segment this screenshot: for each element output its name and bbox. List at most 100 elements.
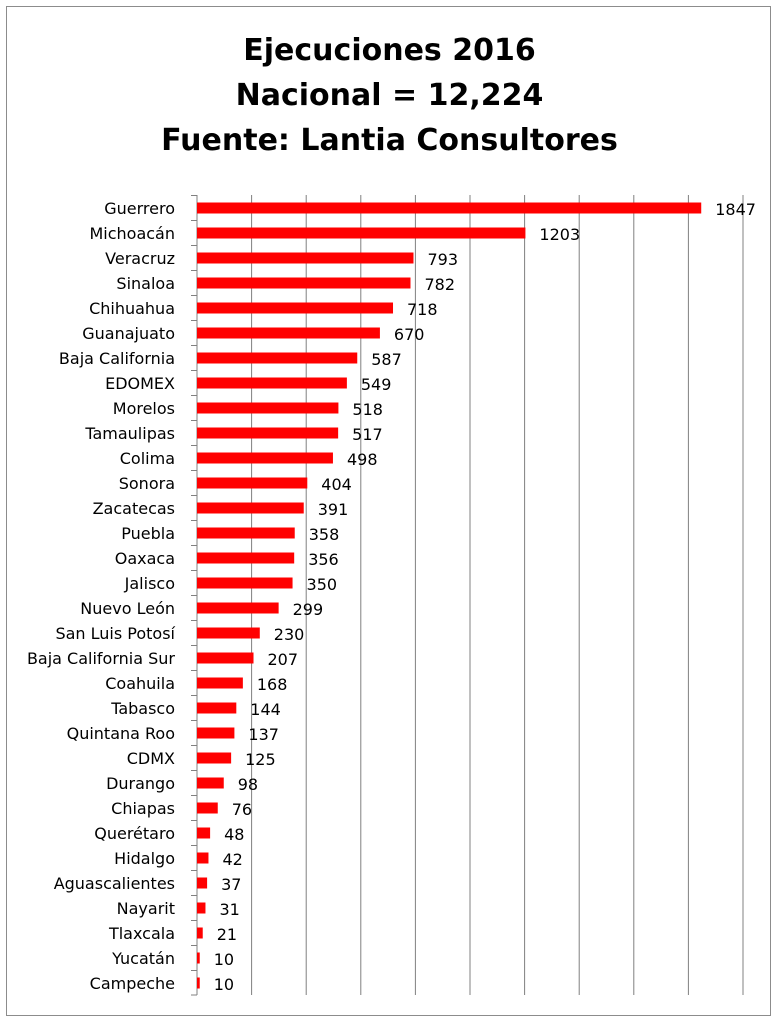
category-label: Baja California Sur [27,649,175,668]
value-label: 670 [394,325,425,344]
value-label: 125 [245,750,276,769]
bar [197,277,411,289]
value-label: 42 [222,850,242,869]
category-label: Colima [120,449,175,468]
category-label: Campeche [90,974,175,993]
bar [197,377,347,389]
value-label: 391 [318,500,349,519]
bar [197,252,414,264]
bar [197,627,260,639]
bar [197,477,308,489]
value-label: 498 [347,450,378,469]
value-label: 1847 [715,200,756,219]
category-label: Jalisco [124,574,175,593]
category-label: Aguascalientes [54,874,175,893]
bar [197,927,203,939]
bar [197,452,333,464]
category-label: Tlaxcala [108,924,175,943]
value-label: 518 [352,400,383,419]
category-label: Coahuila [105,674,175,693]
value-label: 98 [238,775,258,794]
bar [197,977,200,989]
value-label: 356 [308,550,339,569]
value-label: 1203 [539,225,580,244]
category-label: Durango [106,774,175,793]
bar [197,877,208,889]
value-label: 299 [293,600,324,619]
category-label: Zacatecas [93,499,175,518]
value-label: 517 [352,425,383,444]
category-label: Veracruz [105,249,175,268]
category-label: Sonora [119,474,175,493]
value-label: 37 [221,875,241,894]
chart-title-line-2: Nacional = 12,224 [235,78,544,113]
value-label: 358 [309,525,340,544]
category-label: Chiapas [111,799,175,818]
bar [197,727,235,739]
bar [197,827,211,839]
category-label: Oaxaca [115,549,175,568]
value-label: 10 [214,950,234,969]
bar [197,652,254,664]
value-label: 21 [217,925,237,944]
bar [197,427,339,439]
value-label: 137 [248,725,279,744]
bar [197,202,702,214]
category-label: Morelos [113,399,175,418]
bar [197,552,295,564]
bar [197,777,224,789]
category-label: Tabasco [110,699,175,718]
category-label: Chihuahua [89,299,175,318]
category-label: Yucatán [111,949,175,968]
category-label: Querétaro [94,824,175,843]
bar [197,902,206,914]
value-label: 76 [232,800,252,819]
bar [197,227,526,239]
value-label: 10 [214,975,234,994]
value-label: 793 [427,250,458,269]
bar [197,502,304,514]
value-label: 144 [250,700,281,719]
chart-title-line-3: Fuente: Lantia Consultores [161,123,618,158]
category-label: Quintana Roo [67,724,175,743]
value-label: 207 [268,650,299,669]
value-label: 48 [224,825,244,844]
chart-frame [6,6,771,1016]
bar [197,802,218,814]
value-label: 31 [219,900,239,919]
bar [197,327,380,339]
category-label: San Luis Potosí [55,624,175,643]
bar [197,702,237,714]
bar [197,752,232,764]
category-label: Tamaulipas [84,424,175,443]
value-label: 230 [274,625,305,644]
bar [197,302,394,314]
category-label: Baja California [59,349,175,368]
bar [197,402,339,414]
category-label: Nayarit [117,899,175,918]
category-label: Nuevo León [80,599,175,618]
category-label: Guanajuato [82,324,175,343]
value-label: 549 [361,375,392,394]
value-label: 718 [407,300,438,319]
bar [197,577,293,589]
value-label: 168 [257,675,288,694]
bar [197,852,209,864]
bar [197,952,200,964]
chart-title: Ejecuciones 2016 Nacional = 12,224 Fuent… [0,28,779,163]
category-label: Michoacán [89,224,175,243]
bar [197,352,358,364]
category-label: EDOMEX [105,374,175,393]
bar [197,677,243,689]
category-label: Puebla [121,524,175,543]
chart-title-line-1: Ejecuciones 2016 [243,33,536,68]
value-label: 782 [424,275,455,294]
value-label: 587 [371,350,402,369]
value-label: 350 [307,575,338,594]
category-label: Sinaloa [116,274,175,293]
bar [197,527,295,539]
category-label: Hidalgo [114,849,175,868]
bar [197,602,279,614]
category-label: CDMX [127,749,175,768]
